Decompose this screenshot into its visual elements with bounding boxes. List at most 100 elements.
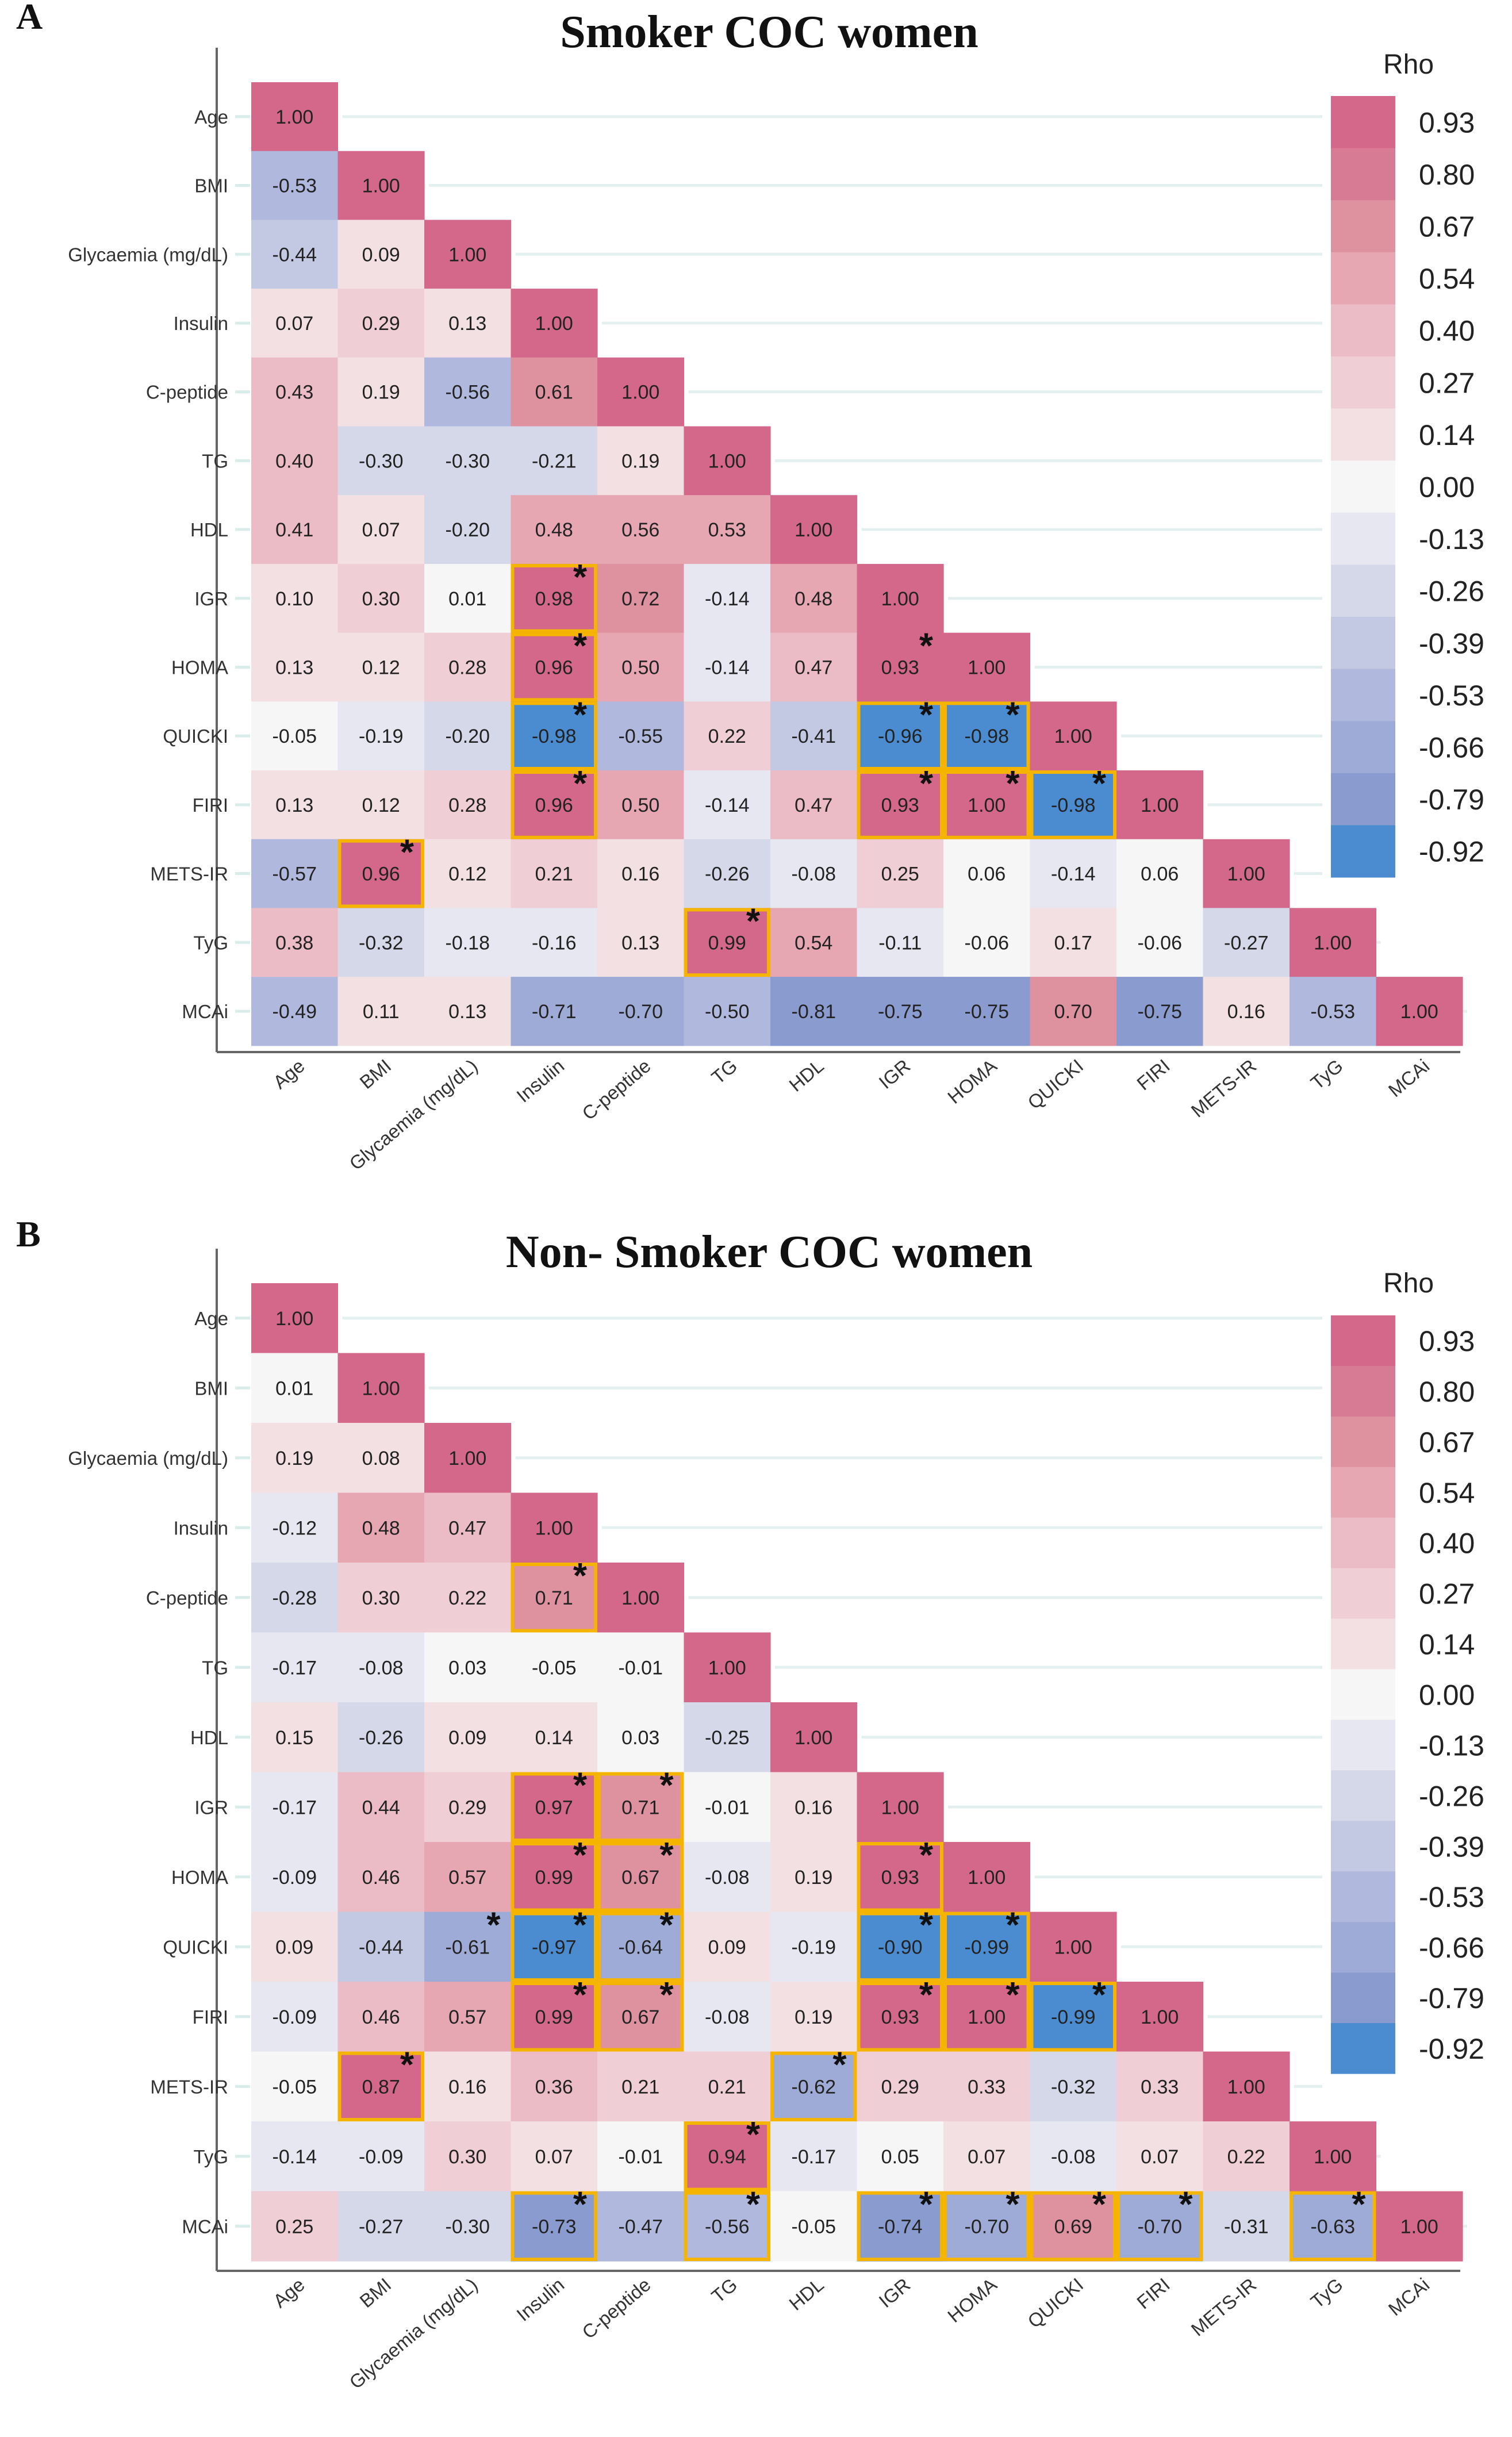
heatmap-cell	[684, 1842, 771, 1913]
cell-value: 1.00	[968, 795, 1006, 816]
significance-asterisk: *	[573, 1836, 588, 1875]
legend-swatch	[1331, 1922, 1395, 1973]
cell-value: 1.00	[1314, 2146, 1352, 2168]
cell-value: -0.53	[273, 175, 317, 197]
significance-box	[857, 1982, 943, 2052]
significance-box	[857, 1912, 943, 1982]
legend-tick-label: -0.79	[1419, 1982, 1484, 2014]
significance-asterisk: *	[573, 1906, 588, 1945]
column-label: Age	[269, 2274, 309, 2312]
row-label: HOMA	[171, 1867, 228, 1888]
cell-value: 0.50	[621, 657, 659, 678]
cell-value: -0.14	[1051, 863, 1096, 885]
legend-swatch	[1331, 1568, 1395, 1619]
legend-tick-label: 0.54	[1419, 1477, 1475, 1509]
cell-value: -0.19	[359, 726, 404, 747]
row-label: BMI	[194, 1377, 228, 1399]
heatmap-cell	[1030, 2121, 1117, 2192]
heatmap-cell	[1203, 839, 1290, 908]
cell-value: 0.16	[795, 1797, 832, 1818]
heatmap-cell	[857, 839, 944, 908]
cell-value: -0.05	[532, 1657, 577, 1679]
legend-swatch	[1331, 617, 1395, 670]
heatmap-cell	[251, 1563, 339, 1633]
heatmap-cell	[251, 220, 339, 289]
column-label: HOMA	[943, 2274, 1001, 2327]
cell-value: 0.48	[795, 588, 832, 610]
cell-value: -0.17	[792, 2146, 836, 2168]
legend-swatch	[1331, 1720, 1395, 1771]
heatmap-cell	[511, 289, 598, 358]
cell-value: -0.08	[705, 1867, 750, 1889]
heatmap-cell	[511, 770, 598, 840]
cell-value: 0.25	[275, 2216, 313, 2238]
cell-value: 0.54	[795, 932, 832, 954]
cell-value: 1.00	[968, 1867, 1006, 1889]
heatmap-cell	[424, 2121, 512, 2192]
heatmap-cell	[251, 1353, 339, 1423]
cell-value: 1.00	[795, 1727, 832, 1749]
cell-value: 0.30	[362, 1587, 400, 1609]
cell-value: -0.70	[619, 1001, 663, 1023]
cell-value: 0.25	[881, 863, 919, 885]
heatmap-cell	[251, 1423, 339, 1494]
heatmap-cell	[1203, 2051, 1290, 2122]
significance-box	[511, 1982, 597, 2052]
column-label: C-peptide	[578, 2274, 654, 2343]
heatmap-cell	[424, 2191, 512, 2262]
legend-swatch	[1331, 2023, 1395, 2074]
heatmap-cell	[337, 770, 425, 840]
heatmap-cell	[511, 495, 598, 565]
heatmap-cell	[857, 1772, 944, 1843]
significance-asterisk: *	[659, 1766, 674, 1806]
significance-asterisk: *	[573, 764, 588, 804]
row-label: HOMA	[171, 657, 228, 678]
panel-label: A	[16, 0, 43, 37]
heatmap-cell	[943, 1982, 1031, 2052]
heatmap-cell	[597, 632, 685, 702]
cell-value: -0.31	[1224, 2216, 1269, 2238]
cell-value: 0.93	[881, 795, 919, 816]
heatmap-cell	[511, 908, 598, 977]
row-label: FIRI	[193, 2006, 228, 2028]
heatmap-cell	[1030, 770, 1117, 840]
row-label: METS-IR	[150, 863, 228, 885]
heatmap-cell	[943, 1842, 1031, 1913]
row-label: IGR	[194, 1797, 228, 1818]
row-label: TyG	[193, 932, 228, 953]
row-label: Insulin	[174, 1517, 228, 1538]
heatmap-cell	[251, 1283, 339, 1354]
cell-value: -0.14	[705, 657, 750, 678]
cell-value: 0.07	[968, 2146, 1006, 2168]
cell-value: -0.01	[705, 1797, 750, 1818]
cell-value: 0.12	[362, 657, 400, 678]
cell-value: 0.22	[448, 1587, 486, 1609]
cell-value: -0.30	[359, 450, 404, 472]
heatmap-cell	[424, 908, 512, 977]
heatmap-cell	[684, 770, 771, 840]
legend-tick-label: -0.66	[1419, 1932, 1484, 1964]
significance-asterisk: *	[919, 1836, 934, 1875]
cell-value: -0.70	[965, 2216, 1010, 2238]
legend-tick-label: -0.79	[1419, 784, 1484, 816]
legend-swatch	[1331, 1467, 1395, 1518]
heatmap-cell	[337, 1423, 425, 1494]
cell-value: -0.06	[1138, 932, 1183, 954]
row-label: IGR	[194, 588, 228, 609]
cell-value: 1.00	[1054, 726, 1092, 747]
significance-asterisk: *	[1179, 2185, 1193, 2225]
cell-value: -0.17	[273, 1657, 317, 1679]
significance-asterisk: *	[573, 1556, 588, 1596]
heatmap-cell	[337, 2051, 425, 2122]
heatmap-cell	[424, 357, 512, 427]
legend-tick-label: -0.26	[1419, 1780, 1484, 1812]
heatmap-cell	[251, 2191, 339, 2262]
legend-title: Rho	[1383, 1268, 1434, 1299]
heatmap-cell	[597, 1912, 685, 1982]
cell-value: 0.93	[881, 1867, 919, 1889]
cell-value: 0.21	[621, 2076, 659, 2098]
heatmap-cell	[597, 908, 685, 977]
cell-value: 0.03	[621, 1727, 659, 1749]
cell-value: -0.98	[532, 726, 577, 747]
